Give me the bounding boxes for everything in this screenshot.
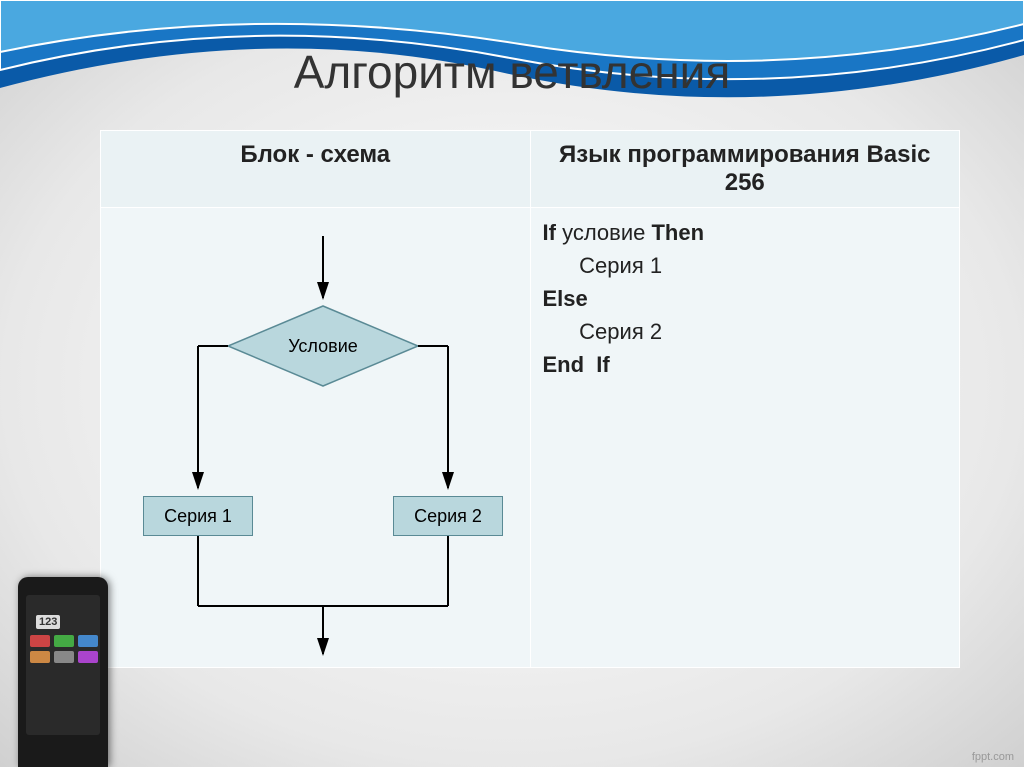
header-left: Блок - схема xyxy=(101,131,531,208)
footer-credit: fppt.com xyxy=(972,751,1014,763)
header-right: Язык программирования Basic 256 xyxy=(530,131,960,208)
flowchart-cell: Условие Серия 1 Серия 2 xyxy=(101,208,531,668)
content-table: Блок - схема Язык программирования Basic… xyxy=(100,130,960,668)
phone-screen: 123 xyxy=(26,595,100,735)
phone-label: 123 xyxy=(36,615,60,629)
code-cell: If условие Then Серия 1Else Серия 2End I… xyxy=(530,208,960,668)
condition-label: Условие xyxy=(263,334,383,358)
flowchart-svg xyxy=(113,216,543,676)
series1-box: Серия 1 xyxy=(143,496,253,536)
page-title: Алгоритм ветвления xyxy=(0,45,1024,99)
series2-box: Серия 2 xyxy=(393,496,503,536)
flowchart: Условие Серия 1 Серия 2 xyxy=(113,216,518,659)
phone-decoration: 123 xyxy=(18,577,108,767)
code-block: If условие Then Серия 1Else Серия 2End I… xyxy=(543,216,948,381)
